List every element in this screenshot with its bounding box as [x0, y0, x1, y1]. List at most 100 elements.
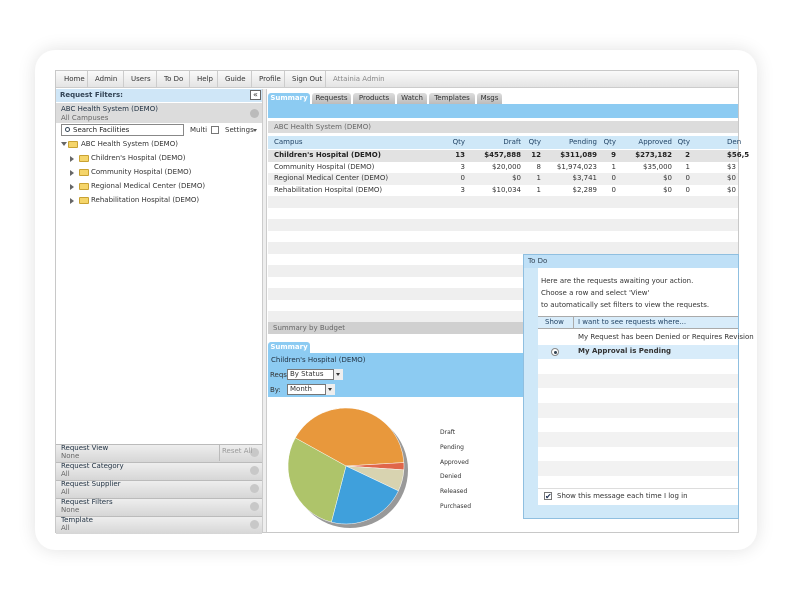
settings-arrow [253, 129, 257, 132]
legend-label: Purchased [440, 503, 472, 510]
filter-section-label: Request View [61, 444, 109, 452]
todo-stripe [538, 461, 738, 476]
by-label: By: [270, 386, 281, 394]
summary-tab[interactable] [268, 342, 310, 354]
settings-menu[interactable]: Settings [225, 125, 254, 134]
grid-cell: Regional Medical Center (DEMO) [274, 174, 389, 183]
filter-section[interactable] [56, 480, 262, 498]
tree-node[interactable]: Community Hospital (DEMO) [91, 168, 192, 176]
grid-cell: $1,974,023 [556, 162, 597, 171]
grid-cell: Rehabilitation Hospital (DEMO) [274, 186, 383, 195]
search-icon [65, 127, 70, 132]
grid-cell: $35,000 [643, 162, 672, 171]
grid-stripe [268, 173, 738, 185]
menu-item-label[interactable]: Profile [259, 74, 281, 83]
todo-text: to automatically set filters to view the… [541, 301, 710, 310]
tab[interactable] [312, 93, 351, 105]
filter-section[interactable] [56, 516, 262, 534]
grid-cell: $0 [727, 186, 736, 195]
menu-item-label[interactable]: To Do [164, 74, 184, 83]
grid-column-header: Qty [452, 137, 465, 146]
footer-checkbox[interactable]: ✔ [544, 492, 552, 501]
grid-column-header: Pending [569, 137, 597, 146]
radio-dot [554, 351, 557, 355]
filter-title: Request Filters: [60, 90, 123, 99]
grid-cell: 13 [455, 151, 465, 159]
tab[interactable] [429, 93, 475, 105]
grid-stripe [268, 150, 738, 162]
tab[interactable] [353, 93, 395, 105]
tree-root[interactable]: ABC Health System (DEMO) [81, 140, 178, 148]
grid-cell: 0 [611, 186, 616, 195]
filter-section-label: Request Filters [61, 498, 113, 506]
menu-item-label[interactable]: Sign Out [292, 74, 323, 83]
tab-label: Templates [434, 94, 470, 102]
grid-cell: 0 [611, 174, 616, 183]
reqs-label: Reqs: [270, 371, 290, 379]
filter-section-value: None [61, 506, 80, 514]
todo-stripe [538, 388, 738, 403]
menu-item-label[interactable]: Help [197, 74, 213, 83]
tree-expander [61, 142, 67, 146]
tree-node[interactable]: Regional Medical Center (DEMO) [91, 182, 206, 190]
section-clear [250, 520, 259, 529]
filter-section-value: All [61, 470, 70, 478]
grid-header [268, 136, 738, 149]
todo-stripe [538, 344, 738, 360]
todo-row[interactable]: My Request has been Denied or Requires R… [578, 332, 754, 341]
filter-section-value: All [61, 524, 70, 532]
todo-text: Here are the requests awaiting your acti… [541, 276, 694, 285]
tab[interactable] [268, 93, 310, 105]
select-arrow [328, 388, 332, 391]
grid-stripe [268, 311, 738, 323]
tab-label: Msgs [480, 94, 499, 102]
tab[interactable] [397, 93, 427, 105]
grid-cell: $20,000 [492, 162, 521, 171]
todo-title: To Do [528, 256, 548, 265]
grid-title: ABC Health System (DEMO) [274, 122, 371, 131]
tab-label: Summary [270, 94, 308, 102]
grid-cell: $2,289 [572, 186, 598, 195]
menu-item-label[interactable]: Home [64, 74, 85, 83]
tab[interactable] [477, 93, 502, 105]
folder-icon [79, 197, 89, 204]
menu-item-label[interactable]: Guide [225, 74, 246, 83]
filter-section-label: Request Supplier [61, 480, 121, 488]
grid-cell: $3,741 [572, 174, 598, 183]
menu-item [88, 71, 124, 88]
filter-section-value: All [61, 488, 70, 496]
folder-icon [79, 155, 89, 162]
todo-stripe [538, 432, 738, 447]
section-clear [250, 448, 259, 457]
grid-cell: 1 [611, 162, 616, 171]
reset-all[interactable]: Reset All [222, 446, 253, 455]
search-box[interactable] [61, 124, 184, 136]
grid-cell: $0 [512, 174, 521, 183]
grid-cell: 8 [536, 162, 541, 171]
filter-section[interactable] [56, 444, 262, 462]
pie-chart [287, 407, 408, 528]
menu-item-label[interactable]: Admin [95, 74, 118, 83]
tree-node[interactable]: Children's Hospital (DEMO) [91, 154, 186, 162]
multi-checkbox[interactable] [211, 126, 219, 134]
todo-row[interactable]: My Approval is Pending [578, 347, 672, 356]
collapse-button[interactable]: « [250, 90, 261, 100]
filter-header [56, 89, 262, 102]
section-clear [250, 502, 259, 511]
filter-section[interactable] [56, 462, 262, 480]
pie-slice [287, 437, 347, 523]
grid-cell: Community Hospital (DEMO) [274, 162, 375, 171]
grid-cell: 1 [685, 162, 690, 171]
grid-stripe [268, 253, 738, 265]
tab-band [268, 104, 738, 118]
grid-stripe [268, 242, 738, 254]
system-name: ABC Health System (DEMO) [61, 105, 158, 113]
menu-item-label[interactable]: Users [131, 74, 151, 83]
folder-icon [79, 169, 89, 176]
tree-node[interactable]: Rehabilitation Hospital (DEMO) [91, 196, 200, 204]
filter-section[interactable] [56, 498, 262, 516]
select-value: Month [290, 384, 312, 393]
user-name: Attainia Admin [333, 74, 385, 83]
todo-footer-text: Show this message each time I log in [557, 491, 688, 500]
